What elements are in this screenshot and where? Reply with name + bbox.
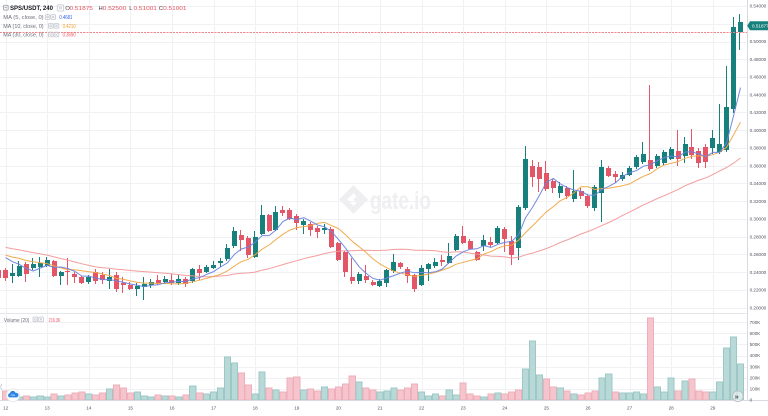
svg-text:200K: 200K <box>750 375 762 380</box>
svg-text:0.32000: 0.32000 <box>750 199 767 204</box>
svg-text:0.38000: 0.38000 <box>750 146 767 151</box>
svg-text:0.36000: 0.36000 <box>750 163 767 168</box>
svg-text:MA (5, close, 0): MA (5, close, 0) <box>3 15 44 21</box>
svg-text:0.34000: 0.34000 <box>750 181 767 186</box>
svg-text:14: 14 <box>86 406 92 411</box>
svg-text:L: L <box>129 6 133 12</box>
svg-text:0.20000: 0.20000 <box>750 305 767 310</box>
svg-text:0.4210: 0.4210 <box>63 24 76 30</box>
svg-text:100K: 100K <box>750 387 762 392</box>
svg-text:13: 13 <box>45 406 51 411</box>
svg-text:0.4681: 0.4681 <box>59 15 72 21</box>
svg-text:700K: 700K <box>750 320 762 325</box>
svg-text:29: 29 <box>710 406 716 411</box>
svg-text:19: 19 <box>294 406 300 411</box>
svg-text:gate.io: gate.io <box>370 187 431 215</box>
svg-text:C: C <box>159 6 164 12</box>
svg-text:20: 20 <box>336 406 342 411</box>
svg-text:0.54000: 0.54000 <box>750 4 767 9</box>
svg-text:600K: 600K <box>750 331 762 336</box>
svg-text:26: 26 <box>585 406 591 411</box>
svg-text:0.28000: 0.28000 <box>750 234 767 239</box>
svg-text:18: 18 <box>253 406 259 411</box>
svg-text:0.51877: 0.51877 <box>752 24 768 29</box>
svg-text:0.40000: 0.40000 <box>750 128 767 133</box>
svg-text:15: 15 <box>128 406 134 411</box>
svg-text:0.42000: 0.42000 <box>750 110 767 115</box>
svg-text:MA (10, close, 0): MA (10, close, 0) <box>3 24 44 30</box>
svg-text:22: 22 <box>419 406 425 411</box>
svg-text:21: 21 <box>377 406 383 411</box>
svg-text:H: H <box>99 6 103 12</box>
svg-text:28: 28 <box>669 406 675 411</box>
svg-text:23: 23 <box>461 406 467 411</box>
svg-text:»: » <box>735 392 739 401</box>
svg-text:0.51875: 0.51875 <box>70 6 94 12</box>
svg-text:O: O <box>65 6 70 12</box>
svg-text:500K: 500K <box>750 342 762 347</box>
svg-text:300K: 300K <box>750 364 762 369</box>
svg-text:216.3K: 216.3K <box>49 318 61 324</box>
svg-text:0.51001: 0.51001 <box>134 6 157 12</box>
svg-text:12: 12 <box>3 406 9 411</box>
svg-text:16: 16 <box>169 406 175 411</box>
svg-text:0.24000: 0.24000 <box>750 270 767 275</box>
svg-text:24: 24 <box>502 406 508 411</box>
svg-text:400K: 400K <box>750 353 762 358</box>
svg-text:0.52500: 0.52500 <box>103 6 127 12</box>
svg-text:0.51001: 0.51001 <box>163 6 186 12</box>
svg-text:0.50000: 0.50000 <box>750 39 767 44</box>
svg-text:MA (30, close, 0): MA (30, close, 0) <box>3 33 44 39</box>
svg-text:0.44000: 0.44000 <box>750 92 767 97</box>
svg-text:0.26000: 0.26000 <box>750 252 767 257</box>
svg-text:25: 25 <box>544 406 550 411</box>
svg-text:0.46000: 0.46000 <box>750 75 767 80</box>
svg-text:17: 17 <box>211 406 217 411</box>
svg-text:SPS/USDT, 240: SPS/USDT, 240 <box>10 5 53 12</box>
svg-text:0.48000: 0.48000 <box>750 57 767 62</box>
svg-text:0: 0 <box>750 398 753 403</box>
svg-text:Volume (20): Volume (20) <box>4 318 30 324</box>
svg-text:0.30000: 0.30000 <box>750 217 767 222</box>
svg-text:0.22000: 0.22000 <box>750 288 767 293</box>
svg-text:0.3690: 0.3690 <box>63 33 76 39</box>
svg-text:27: 27 <box>627 406 633 411</box>
